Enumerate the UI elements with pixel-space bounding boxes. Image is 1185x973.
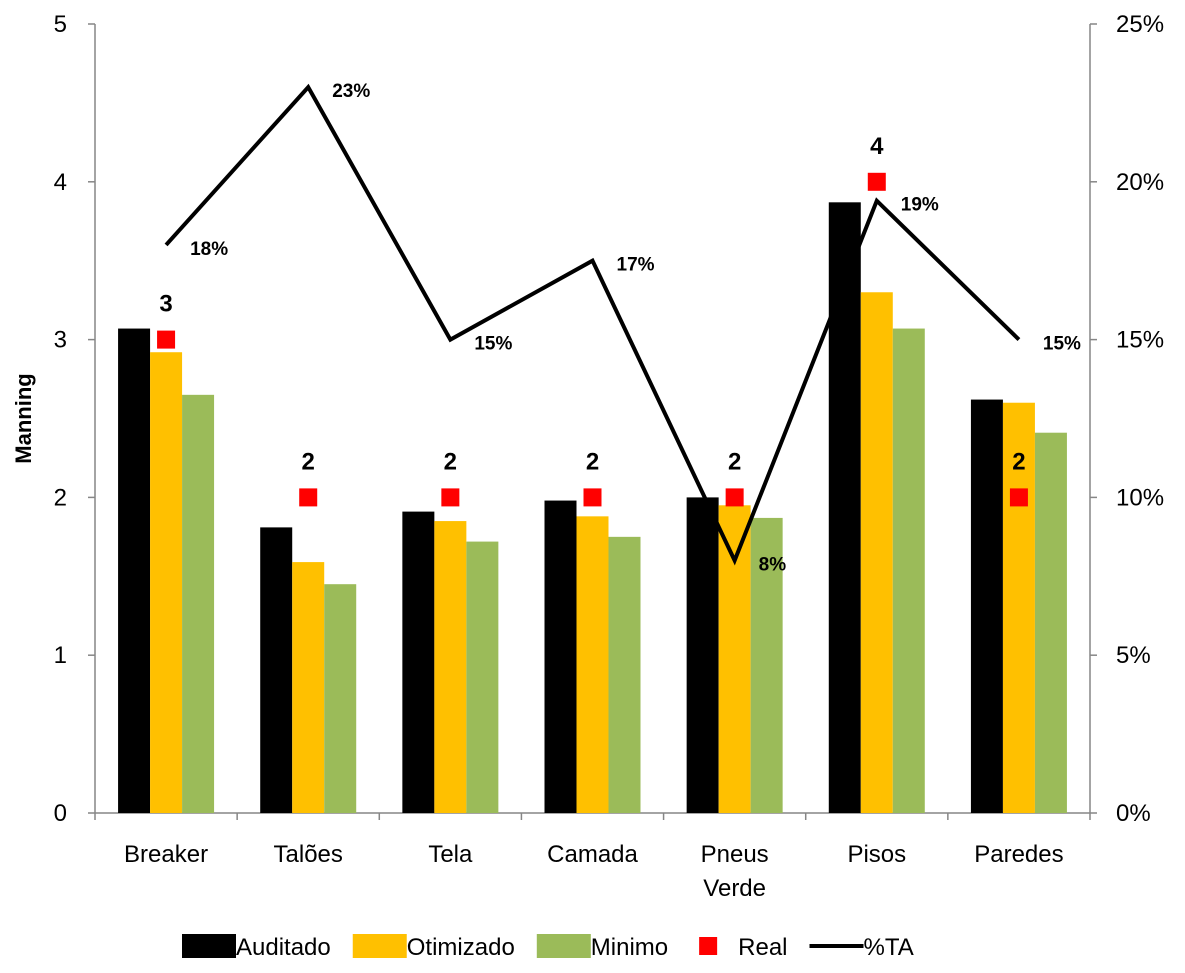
y-tick-label: 0 <box>54 800 67 827</box>
legend: Auditado Otimizado Minimo Real %TA <box>182 934 914 961</box>
line-data-label: 17% <box>617 255 655 276</box>
legend-label: Otimizado <box>407 934 515 961</box>
y-tick-label: 5 <box>54 11 67 38</box>
bar-auditado <box>828 202 861 814</box>
bar-minimo <box>466 541 499 813</box>
x-tick-label: Breaker <box>124 841 208 868</box>
bar-minimo <box>892 328 925 813</box>
x-tick-label: Verde <box>703 875 766 902</box>
y-tick-label: 2 <box>54 484 67 511</box>
y-tick-label: 3 <box>54 327 67 354</box>
bar-auditado <box>544 500 577 813</box>
y2-tick-label: 20% <box>1116 169 1164 196</box>
bar-otimizado <box>1002 402 1035 813</box>
bar-minimo <box>750 517 783 813</box>
axes: 0 1 2 3 4 5 0% 5% 10% 15% 20% 25% Breaker Talões Tela C… <box>11 11 1164 902</box>
marker-real <box>441 488 460 507</box>
legend-swatch-minimo <box>536 934 591 958</box>
line-data-label: 18% <box>190 239 228 260</box>
y2-tick-label: 15% <box>1116 327 1164 354</box>
y-tick-label: 1 <box>54 642 67 669</box>
bar-auditado <box>402 511 435 813</box>
y2-tick-label: 0% <box>1116 800 1151 827</box>
bar-otimizado <box>150 352 183 813</box>
line-percent-ta <box>164 83 1021 566</box>
bar-auditado <box>260 527 293 813</box>
marker-data-label: 4 <box>870 133 884 160</box>
bar-minimo <box>608 536 641 813</box>
marker-data-label: 2 <box>444 448 457 475</box>
bar-minimo <box>182 394 215 813</box>
bar-otimizado <box>292 562 325 813</box>
line-data-label: 19% <box>901 195 939 216</box>
legend-label: Minimo <box>591 934 668 961</box>
bar-otimizado <box>576 516 609 813</box>
legend-swatch-real <box>699 937 718 955</box>
x-tick-label: Paredes <box>974 841 1063 868</box>
marker-data-label: 3 <box>159 291 172 318</box>
bar-otimizado <box>718 505 751 813</box>
bar-auditado <box>686 497 719 813</box>
marker-data-label: 2 <box>586 448 599 475</box>
legend-label: %TA <box>864 934 914 961</box>
data-labels: 18% 23% 15% 17% 8% 19% 15% 3 2 2 2 2 4 2 <box>159 81 1081 575</box>
bar-auditado <box>118 328 151 813</box>
line-data-label: 15% <box>474 334 512 355</box>
marker-real <box>867 172 886 191</box>
legend-swatch-auditado <box>182 934 236 958</box>
marker-real <box>725 488 744 507</box>
x-tick-label: Pneus <box>701 841 769 868</box>
bar-minimo <box>1034 432 1067 813</box>
bar-auditado <box>970 399 1003 813</box>
x-tick-label: Pisos <box>847 841 906 868</box>
marker-data-label: 2 <box>302 448 315 475</box>
percent-line <box>164 83 1021 566</box>
marker-data-label: 2 <box>1012 448 1025 475</box>
legend-label: Auditado <box>236 934 331 961</box>
bar-otimizado <box>434 521 467 813</box>
marker-data-label: 2 <box>728 448 741 475</box>
y2-tick-label: 10% <box>1116 484 1164 511</box>
line-data-label: 15% <box>1043 334 1081 355</box>
real-markers <box>157 172 1028 507</box>
x-tick-label: Talões <box>274 841 343 868</box>
y2-tick-label: 5% <box>1116 642 1151 669</box>
bar-minimo <box>324 584 357 813</box>
marker-real <box>1009 488 1028 507</box>
x-tick-label: Tela <box>428 841 473 868</box>
x-tick-label: Camada <box>547 841 638 868</box>
marker-real <box>157 330 176 349</box>
marker-real <box>583 488 602 507</box>
legend-label: Real <box>738 934 787 961</box>
legend-swatch-otimizado <box>352 934 407 958</box>
y2-tick-label: 25% <box>1116 11 1164 38</box>
line-data-label: 23% <box>332 81 370 102</box>
y-axis-title: Manning <box>11 373 36 463</box>
y-tick-label: 4 <box>54 169 67 196</box>
line-data-label: 8% <box>759 555 787 576</box>
bar-otimizado <box>860 292 893 813</box>
marker-real <box>299 488 318 507</box>
bars <box>118 202 1067 814</box>
